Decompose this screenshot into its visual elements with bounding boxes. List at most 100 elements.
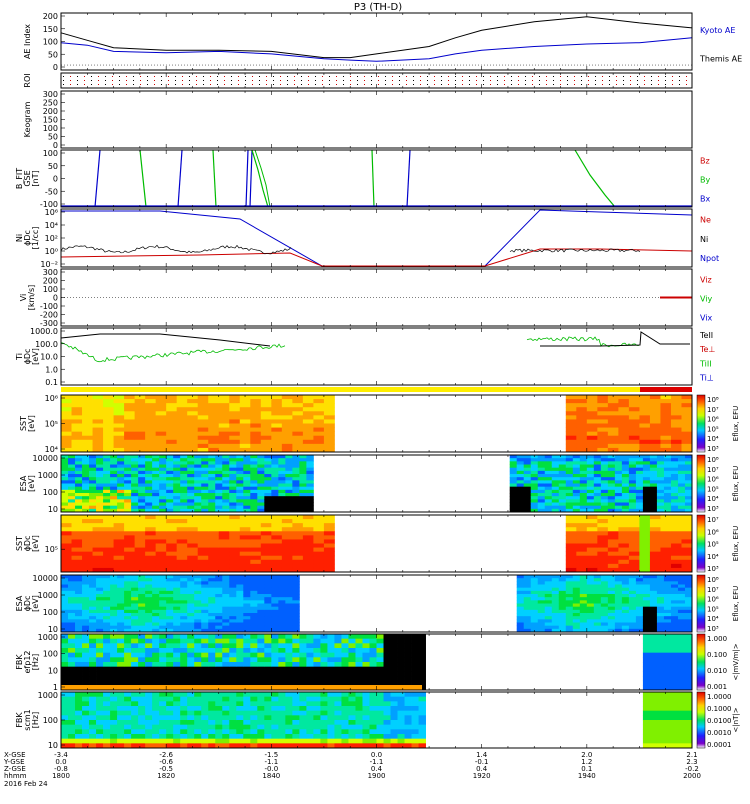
esa-electron-cell — [650, 477, 657, 481]
sst-ion-cell — [618, 527, 629, 531]
esa-electron-cell — [194, 468, 201, 472]
esa-ion-cell — [587, 581, 594, 585]
esa-ion-cell — [678, 616, 685, 620]
sst-ion-cell — [261, 527, 272, 531]
esa-ion-cell — [615, 597, 622, 601]
esa-electron-cell — [215, 499, 222, 503]
esa-ion-cell — [117, 626, 124, 630]
esa-electron-cell — [306, 487, 313, 491]
esa-electron-cell — [559, 461, 566, 465]
fbk-efield-cell — [377, 639, 384, 644]
esa-electron-cell — [643, 474, 650, 478]
sst-electron-cell — [114, 403, 125, 407]
fbk-efield-cell — [124, 653, 131, 658]
ni-frame — [61, 209, 692, 267]
esa-electron-cell — [594, 506, 601, 510]
esa-electron-cell — [215, 477, 222, 481]
sst-ion-cell — [261, 519, 272, 523]
legend-entry: Ni — [700, 235, 708, 244]
fbk-efield-cell — [159, 639, 166, 644]
esa-ion-cell — [96, 607, 103, 611]
esa-ion-cell — [524, 594, 531, 598]
esa-electron-cell — [306, 458, 313, 462]
fbk-efield-cell — [377, 671, 384, 676]
esa-electron-cell — [643, 503, 650, 507]
esa-electron-cell — [587, 493, 594, 497]
esa-ion-cell — [573, 575, 580, 579]
roi-dot — [322, 84, 323, 85]
esa-electron-cell — [131, 496, 138, 500]
fbk-efield-cell — [159, 643, 166, 648]
fbk-efield-cell — [285, 662, 292, 667]
esa-electron-cell — [545, 496, 552, 500]
esa-ion-cell — [145, 613, 152, 617]
fbk-efield-cell — [201, 653, 208, 658]
sst-ion-cell — [324, 548, 335, 552]
sst-ion-cell — [261, 560, 272, 564]
esa-ion-cell — [664, 585, 671, 589]
fbk-efield-cell — [138, 657, 145, 662]
sst-ion-cell — [681, 535, 692, 539]
sst-electron-cell — [124, 407, 135, 411]
esa-electron-cell — [559, 487, 566, 491]
esa-ion-cell — [292, 626, 299, 630]
esa-electron-cell — [159, 490, 166, 494]
esa-electron-cell — [594, 458, 601, 462]
esa-ion-cell — [68, 613, 75, 617]
esa-electron-cell — [180, 474, 187, 478]
esa-electron-cell — [552, 506, 559, 510]
esa-ion-cell — [657, 623, 664, 627]
esa-ion-cell — [671, 594, 678, 598]
sst-electron-cell — [618, 403, 629, 407]
sst-ion-cell — [271, 519, 282, 523]
sst-ion-cell — [618, 519, 629, 523]
esa-electron-cell — [524, 455, 531, 459]
fbk-efield-cell — [82, 681, 89, 686]
sst-electron-cell — [629, 440, 640, 444]
fbk-efield-cell — [320, 671, 327, 676]
esa-electron-cell — [145, 484, 152, 488]
esa-ion-cell — [61, 581, 68, 585]
sst-electron-cell — [82, 415, 93, 419]
sst-ion-cell — [219, 552, 230, 556]
fbk-efield-cell — [348, 662, 355, 667]
sst-electron-cell — [566, 407, 577, 411]
sst-electron-cell — [93, 424, 104, 428]
esa-electron-cell — [608, 503, 615, 507]
sst-ion-cell — [250, 539, 261, 543]
sst-electron-cell — [240, 399, 251, 403]
sst-ion-cell — [61, 531, 72, 535]
sst-electron-cell — [303, 440, 314, 444]
sst-electron-cell — [303, 419, 314, 423]
fbk-efield-cell — [369, 671, 376, 676]
esa-electron-cell — [257, 506, 264, 510]
esa-electron-cell — [559, 480, 566, 484]
esa-electron-cell — [538, 477, 545, 481]
esa-electron-cell — [117, 499, 124, 503]
roi-dot — [364, 84, 365, 85]
esa-ion-cell — [271, 600, 278, 604]
esa-electron-cell — [657, 487, 664, 491]
fbk-efield-cell — [75, 639, 82, 644]
sst-electron-cell — [93, 407, 104, 411]
esa-electron-cell — [643, 496, 650, 500]
roi-dot — [553, 84, 554, 85]
esa-ion-cell — [194, 623, 201, 627]
esa-ion-cell — [524, 581, 531, 585]
esa-ion-cell — [243, 581, 250, 585]
esa-electron-cell — [75, 484, 82, 488]
esa-ion-cell — [664, 619, 671, 623]
esa-ion-cell — [236, 597, 243, 601]
fbk-efield-cell — [257, 681, 264, 686]
fbk-efield-cell — [292, 643, 299, 648]
esa-electron-cell — [685, 468, 692, 472]
esa-electron-cell — [229, 477, 236, 481]
esa-ion-cell — [236, 613, 243, 617]
esa-electron-cell — [566, 477, 573, 481]
esa-ion-cell — [138, 616, 145, 620]
esa-electron-cell — [166, 468, 173, 472]
sst-ion-cell — [566, 556, 577, 560]
fbk-efield-cell — [152, 657, 159, 662]
y-tick-label: 1000 — [38, 591, 58, 600]
sst-electron-cell — [229, 440, 240, 444]
